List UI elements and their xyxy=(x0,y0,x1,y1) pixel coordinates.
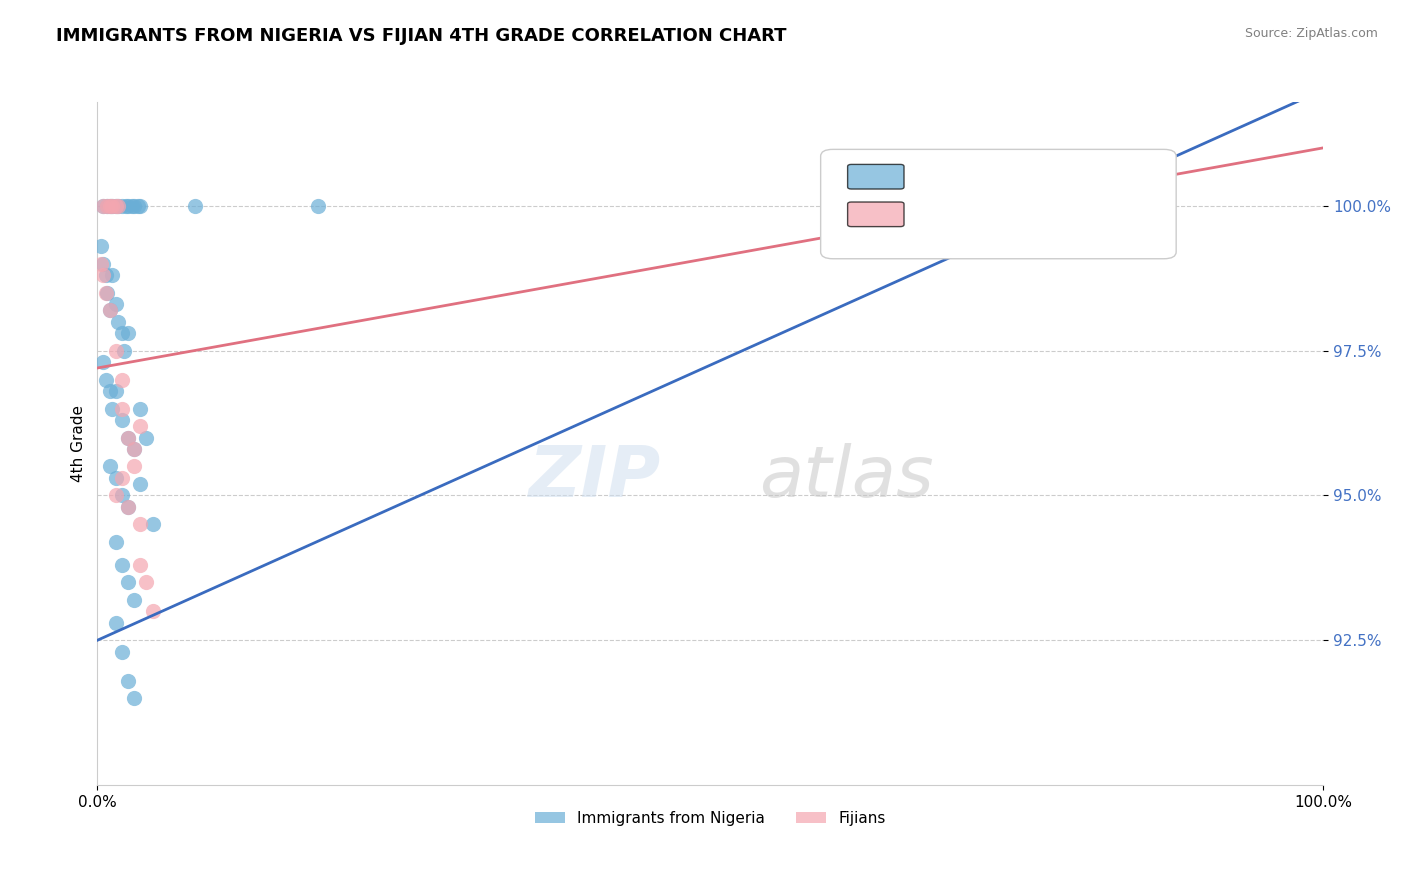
FancyBboxPatch shape xyxy=(821,149,1177,259)
Point xyxy=(107,199,129,213)
Text: R = 0.379   N = 25: R = 0.379 N = 25 xyxy=(912,204,1070,222)
Point xyxy=(104,488,127,502)
Text: ZIP: ZIP xyxy=(529,443,661,512)
Point xyxy=(111,471,134,485)
Point xyxy=(107,315,129,329)
Point xyxy=(129,401,152,416)
Point xyxy=(111,645,134,659)
Point xyxy=(104,297,127,311)
Point xyxy=(104,384,127,399)
Y-axis label: 4th Grade: 4th Grade xyxy=(72,405,86,482)
Point xyxy=(129,476,152,491)
Point xyxy=(104,534,127,549)
Point xyxy=(117,500,139,514)
Point xyxy=(114,199,136,213)
Point xyxy=(96,199,118,213)
Point xyxy=(122,442,145,456)
Point xyxy=(104,471,127,485)
Point xyxy=(112,343,135,358)
Point xyxy=(141,604,163,618)
Point xyxy=(122,199,145,213)
Point xyxy=(104,199,127,213)
Point xyxy=(101,268,124,283)
Point xyxy=(111,413,134,427)
Text: IMMIGRANTS FROM NIGERIA VS FIJIAN 4TH GRADE CORRELATION CHART: IMMIGRANTS FROM NIGERIA VS FIJIAN 4TH GR… xyxy=(56,27,787,45)
Point xyxy=(94,268,117,283)
Point xyxy=(98,303,121,318)
Point xyxy=(141,517,163,532)
Point xyxy=(111,488,134,502)
Point xyxy=(94,285,117,300)
Point xyxy=(94,373,117,387)
Point xyxy=(117,326,139,341)
Point xyxy=(104,615,127,630)
Point xyxy=(101,401,124,416)
Point xyxy=(93,199,115,213)
Point xyxy=(96,199,118,213)
Point xyxy=(1128,181,1150,195)
Point xyxy=(127,199,149,213)
Point xyxy=(129,558,152,572)
Point xyxy=(117,430,139,444)
Point xyxy=(93,355,115,369)
Point xyxy=(129,517,152,532)
Point xyxy=(117,430,139,444)
Point xyxy=(122,691,145,706)
Point xyxy=(104,199,127,213)
Text: Source: ZipAtlas.com: Source: ZipAtlas.com xyxy=(1244,27,1378,40)
FancyBboxPatch shape xyxy=(848,164,904,189)
FancyBboxPatch shape xyxy=(848,202,904,227)
Point xyxy=(98,303,121,318)
Point xyxy=(307,199,329,213)
Point xyxy=(111,558,134,572)
Text: R = 0.424   N = 54: R = 0.424 N = 54 xyxy=(912,166,1070,185)
Point xyxy=(96,285,118,300)
Point xyxy=(129,199,152,213)
Point xyxy=(122,442,145,456)
Text: atlas: atlas xyxy=(759,443,934,512)
Point xyxy=(117,199,139,213)
Point xyxy=(93,268,115,283)
Point xyxy=(122,592,145,607)
Point xyxy=(93,199,115,213)
Point xyxy=(93,257,115,271)
Point xyxy=(135,575,157,590)
Point xyxy=(135,430,157,444)
Point xyxy=(90,239,112,253)
Point xyxy=(122,459,145,474)
Point xyxy=(129,418,152,433)
Point xyxy=(98,199,121,213)
Legend: Immigrants from Nigeria, Fijians: Immigrants from Nigeria, Fijians xyxy=(529,805,891,832)
Point xyxy=(98,459,121,474)
Point xyxy=(111,401,134,416)
Point xyxy=(117,500,139,514)
Point xyxy=(104,343,127,358)
Point xyxy=(969,181,991,195)
Point xyxy=(101,199,124,213)
Point xyxy=(111,326,134,341)
Point xyxy=(98,384,121,399)
Point xyxy=(117,575,139,590)
Point xyxy=(90,257,112,271)
Point xyxy=(107,199,129,213)
Point xyxy=(111,199,134,213)
Point xyxy=(98,199,121,213)
Point xyxy=(117,673,139,688)
Point xyxy=(184,199,207,213)
Point xyxy=(111,373,134,387)
Point xyxy=(121,199,143,213)
Point xyxy=(101,199,124,213)
